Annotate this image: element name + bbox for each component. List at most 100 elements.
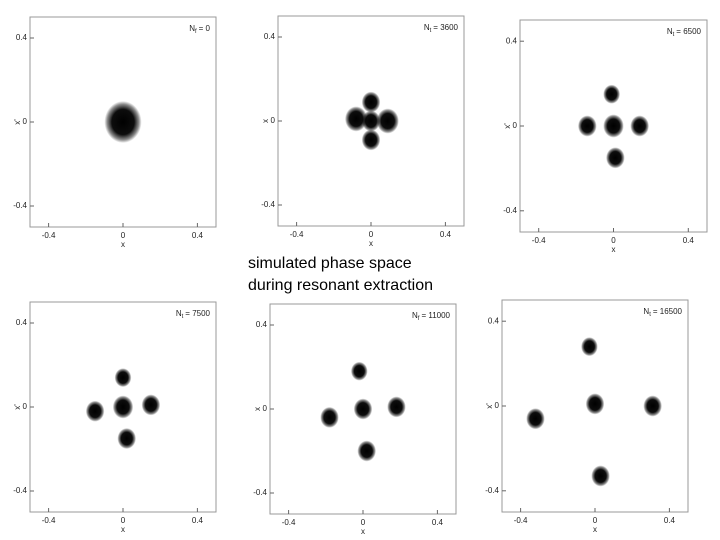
phase-space-panel: -0.4 0 0.4 -0.4 0 0.4 x x' Nt = 6500 <box>503 19 708 254</box>
particle-cloud <box>357 440 377 462</box>
annotation-text: = 7500 <box>185 309 210 318</box>
y-tick-label: -0.4 <box>13 201 27 210</box>
x-axis-label: x <box>361 527 365 536</box>
annotation-text: = 16500 <box>653 307 683 316</box>
y-axis-label: x' <box>503 123 512 129</box>
particle-cloud <box>630 115 650 137</box>
x-tick-label: 0.4 <box>664 516 676 525</box>
y-tick-label: 0.4 <box>506 36 518 45</box>
particle-cloud <box>526 408 545 430</box>
y-tick-label: -0.4 <box>253 488 267 497</box>
annotation-text: = 0 <box>199 24 211 33</box>
x-axis-label: x <box>593 525 597 534</box>
x-tick-label: 0 <box>121 516 126 525</box>
y-axis-label: x' <box>13 119 22 125</box>
annotation-text: = 3600 <box>433 23 458 32</box>
annotation-text: = 11000 <box>421 311 450 320</box>
y-axis-label: x <box>261 119 270 123</box>
x-tick-label: 0.4 <box>192 516 204 525</box>
annotation-subscript: f <box>418 316 420 322</box>
particle-cloud <box>344 106 368 132</box>
step-annotation: Nt = 6500 <box>667 27 702 37</box>
y-tick-label: 0.4 <box>488 316 500 325</box>
x-tick-label: 0.4 <box>440 230 452 239</box>
y-tick-label: 0 <box>23 402 28 411</box>
particle-cloud <box>387 396 406 418</box>
y-tick-label: 0.4 <box>256 320 268 329</box>
x-axis-label: x <box>369 239 373 248</box>
y-tick-label: 0.4 <box>16 33 28 42</box>
particle-cloud <box>350 361 368 381</box>
annotation-symbol: N <box>667 27 673 36</box>
annotation-symbol: N <box>412 311 418 320</box>
particle-cloud <box>581 337 598 357</box>
y-tick-label: 0 <box>263 404 268 413</box>
particle-cloud <box>104 101 142 143</box>
y-axis-label: x <box>253 407 262 411</box>
particle-cloud <box>591 465 610 487</box>
x-tick-label: -0.4 <box>42 516 56 525</box>
particle-cloud <box>603 84 621 104</box>
caption-line: simulated phase space <box>248 255 412 272</box>
phase-space-panel: -0.4 0 0.4 -0.4 0 0.4 x x' Nt = 16500 <box>485 299 689 534</box>
x-tick-label: -0.4 <box>290 230 304 239</box>
annotation-subscript: f <box>195 29 197 35</box>
step-annotation: Nt = 16500 <box>643 307 682 317</box>
annotation-text: = 6500 <box>676 27 701 36</box>
particle-cloud <box>112 395 134 419</box>
x-tick-label: 0.4 <box>683 236 695 245</box>
particle-cloud <box>320 406 339 428</box>
x-tick-label: 0 <box>121 231 126 240</box>
phase-space-panel: -0.4 0 0.4 -0.4 0 0.4 x x' Nf = 0 <box>13 16 217 249</box>
particle-cloud <box>361 91 381 113</box>
particle-cloud <box>117 428 137 449</box>
phase-space-panel: -0.4 0 0.4 -0.4 0 0.4 x x Nf = 11000 <box>253 303 457 536</box>
y-tick-label: -0.4 <box>485 486 499 495</box>
phase-space-panel: -0.4 0 0.4 -0.4 0 0.4 x x Nt = 3600 <box>261 15 465 248</box>
particle-cloud <box>141 394 161 416</box>
y-axis-label: x' <box>13 404 22 410</box>
step-annotation: Nt = 7500 <box>176 309 211 319</box>
y-axis-label: x' <box>485 403 494 409</box>
x-axis-label: x <box>121 525 125 534</box>
x-tick-label: -0.4 <box>514 516 528 525</box>
y-tick-label: 0 <box>271 116 276 125</box>
particle-cloud <box>114 368 132 388</box>
x-tick-label: 0 <box>369 230 374 239</box>
phase-space-panel: -0.4 0 0.4 -0.4 0 0.4 x x' Nt = 7500 <box>13 301 217 534</box>
y-tick-label: 0.4 <box>16 318 28 327</box>
x-tick-label: 0 <box>593 516 598 525</box>
particle-cloud <box>361 129 381 151</box>
particle-cloud <box>577 115 597 137</box>
y-tick-label: -0.4 <box>13 486 27 495</box>
x-tick-label: 0.4 <box>432 518 444 527</box>
annotation-subscript: t <box>182 314 184 320</box>
particle-cloud <box>376 108 399 134</box>
particle-cloud <box>353 398 373 420</box>
annotation-symbol: N <box>643 307 649 316</box>
x-tick-label: 0 <box>611 236 616 245</box>
particle-cloud <box>585 393 605 415</box>
x-tick-label: -0.4 <box>282 518 296 527</box>
x-tick-label: -0.4 <box>532 236 546 245</box>
annotation-symbol: N <box>189 24 195 33</box>
annotation-symbol: N <box>424 23 430 32</box>
step-annotation: Nt = 3600 <box>424 23 459 33</box>
x-tick-label: -0.4 <box>42 231 56 240</box>
annotation-subscript: t <box>673 32 675 38</box>
particle-cloud <box>603 114 624 138</box>
step-annotation: Nf = 0 <box>189 24 210 34</box>
x-axis-label: x <box>612 245 616 254</box>
step-annotation: Nf = 11000 <box>412 311 451 321</box>
x-axis-label: x <box>121 240 125 249</box>
x-tick-label: 0.4 <box>192 231 204 240</box>
y-tick-label: 0.4 <box>264 32 276 41</box>
y-tick-label: 0 <box>23 117 28 126</box>
particle-cloud <box>85 400 105 422</box>
annotation-symbol: N <box>176 309 182 318</box>
annotation-subscript: t <box>430 28 432 34</box>
y-tick-label: 0 <box>495 401 500 410</box>
x-tick-label: 0 <box>361 518 366 527</box>
particle-cloud <box>643 395 662 417</box>
